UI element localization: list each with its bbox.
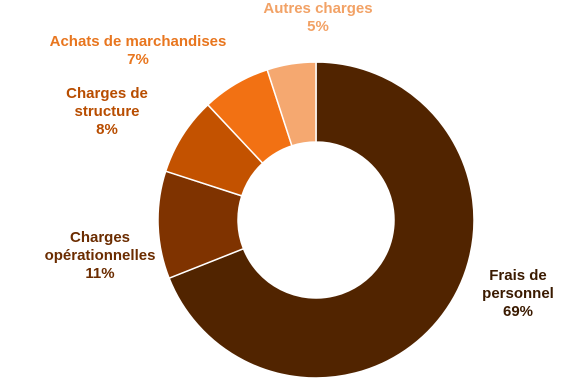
donut-slices [157, 61, 475, 378]
slice-name-line: Charges [70, 229, 130, 246]
slice-value-label: 11% [85, 265, 114, 282]
slice-autres-charges [266, 61, 317, 147]
slice-name-line: structure [74, 103, 139, 120]
slice-value-label: 5% [307, 18, 329, 35]
label-charges-op-rationnelles: Charges opérationnelles 11% [45, 229, 156, 282]
label-autres-charges: Autres charges 5% [263, 0, 372, 35]
slice-value-label: 69% [503, 303, 533, 320]
label-achats-de-marchandises: Achats de marchandises 7% [50, 33, 227, 68]
slice-name-line: Autres charges [263, 0, 372, 17]
slice-name-line: Frais de [489, 267, 547, 284]
slice-labels: Frais de personnel 69% Charges opérationnell… [45, 0, 554, 320]
slice-value-label: 8% [96, 121, 118, 138]
slice-name-line: personnel [482, 285, 554, 302]
slice-value-label: 7% [127, 51, 149, 68]
label-frais-de-personnel: Frais de personnel 69% [482, 267, 554, 320]
slice-name-line: Charges de [66, 85, 148, 102]
slice-name-line: Achats de marchandises [50, 33, 227, 50]
slice-frais-de-personnel [168, 61, 475, 378]
label-charges-de-structure: Charges de structure 8% [66, 85, 148, 138]
slice-name-line: opérationnelles [45, 247, 156, 264]
